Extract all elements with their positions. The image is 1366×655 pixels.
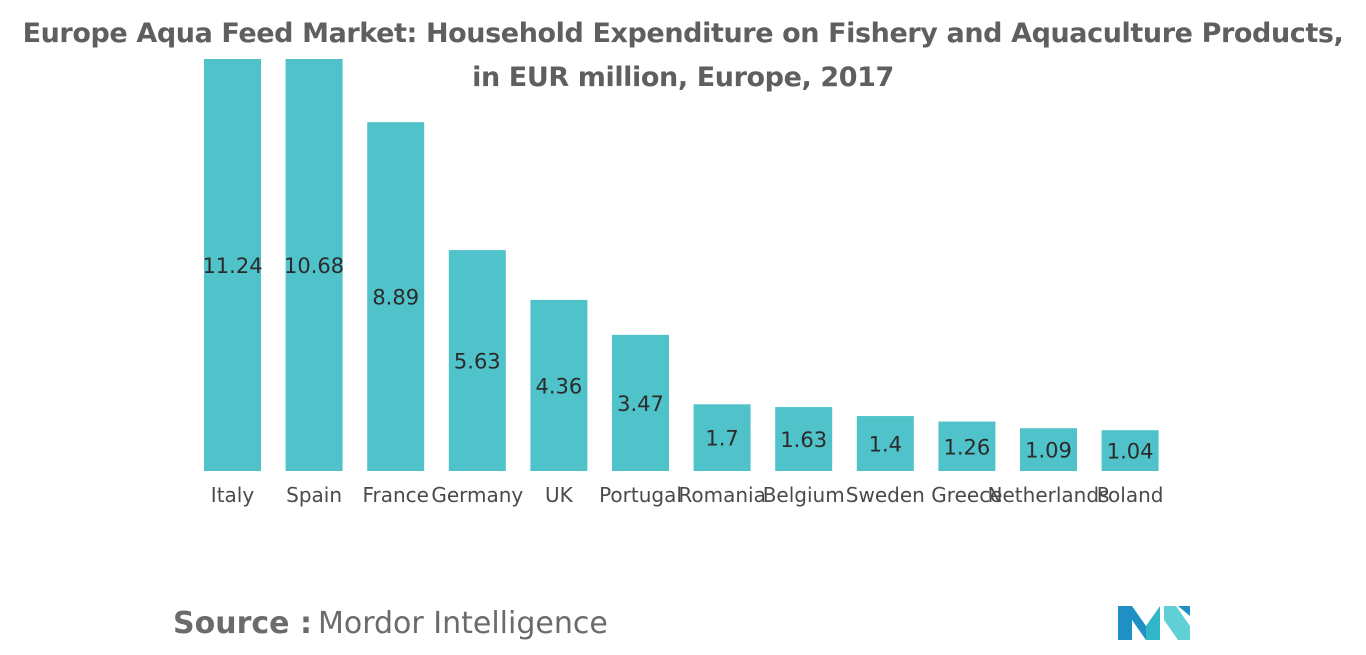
logo-shape-left (1118, 606, 1146, 640)
value-labels-group: 11.24 10.68 8.89 5.63 4.36 3.47 1.7 1.63 1.4 1.26… (202, 254, 1153, 464)
logo-shape-right-bar (1178, 606, 1190, 616)
bar-portugal (612, 334, 669, 471)
value-label-germany: 5.63 (454, 350, 501, 374)
x-tick-labels-group: Italy Spain France Germany UK PortugalRomania… (211, 483, 1164, 507)
bar-spain (285, 59, 343, 471)
value-label-portugal: 3.47 (617, 392, 664, 416)
source-name: Mordor Intelligence (317, 606, 608, 641)
x-tick-label-netherlands: Netherlands (988, 483, 1110, 507)
bar-poland (1101, 430, 1159, 471)
bar-sweden (856, 416, 914, 471)
x-tick-label-uk: UK (545, 483, 574, 507)
chart-title-line-2: in EUR million, Europe, 2017 (472, 62, 894, 93)
logo-shape-right (1164, 606, 1190, 640)
bar-belgium (775, 407, 833, 471)
bar-italy (204, 59, 261, 471)
x-tick-label-france: France (362, 483, 429, 507)
bar-uk (530, 299, 588, 471)
bar-chart: 11.24 10.68 8.89 5.63 4.36 3.47 1.7 1.63 1.4 1.26… (202, 59, 1164, 507)
source-label: Source : (173, 606, 312, 641)
x-tick-label-italy: Italy (211, 483, 255, 507)
value-label-spain: 10.68 (284, 254, 344, 278)
x-tick-label-greece: Greece (931, 483, 1002, 507)
x-tick-label-spain: Spain (286, 483, 342, 507)
source-note: Source : Mordor Intelligence (173, 606, 608, 641)
value-label-netherlands: 1.09 (1025, 439, 1072, 463)
bar-romania (693, 404, 751, 471)
x-tick-label-portugal: Portugal (599, 483, 682, 507)
value-label-romania: 1.7 (705, 427, 738, 451)
value-label-poland: 1.04 (1107, 440, 1154, 464)
x-tick-label-germany: Germany (431, 483, 523, 507)
x-tick-label-romania: Romania (678, 483, 765, 507)
value-label-sweden: 1.4 (869, 433, 902, 457)
bar-greece (938, 421, 996, 471)
x-tick-label-sweden: Sweden (846, 483, 925, 507)
logo-shape-middle (1146, 606, 1160, 640)
x-tick-label-belgium: Belgium (763, 483, 845, 507)
mordor-intelligence-logo-icon (1118, 606, 1190, 640)
value-label-belgium: 1.63 (780, 428, 827, 452)
value-label-italy: 11.24 (202, 254, 262, 278)
bar-france (367, 122, 425, 471)
x-tick-label-poland: Poland (1097, 483, 1164, 507)
chart-title-line-1: Europe Aqua Feed Market: Household Expen… (22, 18, 1344, 49)
value-label-uk: 4.36 (536, 374, 583, 398)
value-label-greece: 1.26 (944, 435, 991, 459)
chart-title: Europe Aqua Feed Market: Household Expen… (0, 12, 1366, 100)
value-label-france: 8.89 (372, 286, 419, 310)
bars-group (204, 59, 1159, 471)
bar-germany (448, 250, 506, 471)
bar-netherlands (1020, 428, 1077, 471)
